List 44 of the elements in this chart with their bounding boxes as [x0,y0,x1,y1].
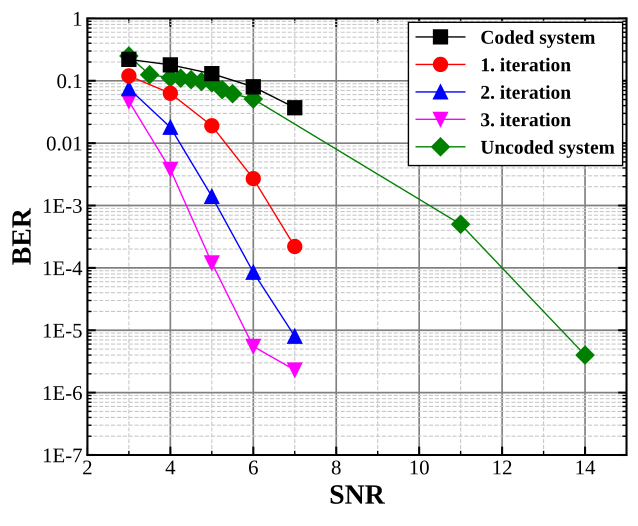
point [287,238,302,254]
y-tick-label: 1E-3 [44,198,82,213]
x-tick-label: 6 [248,460,258,475]
point [140,65,160,84]
y-axis-title: BER [12,208,31,265]
point [223,84,242,104]
point [162,86,178,101]
x-tick-label: 4 [166,460,176,474]
point [287,100,302,116]
legend-label: 2. iteration [481,85,571,99]
point [162,162,178,177]
point [162,57,178,72]
point [576,346,595,365]
point [204,66,220,82]
point [246,338,261,354]
point [204,118,220,134]
point [246,170,261,186]
y-tick-label: 1 [74,12,82,26]
legend-label: 1. iteration [482,58,571,72]
y-tick-label: 0.01 [46,136,82,151]
point [204,255,220,271]
x-tick-label: 2 [83,460,92,474]
point [246,264,261,280]
x-axis-title: SNR [330,485,385,504]
point [287,362,302,378]
x-tick-label: 14 [576,460,596,474]
legend-label: Coded system [481,30,596,48]
y-tick-label: 0.1 [57,74,82,88]
y-tick-label: 1E-6 [44,386,82,400]
y-tick-label: 1E-5 [44,324,82,338]
y-tick-label: 1E-4 [44,261,82,276]
point [121,52,137,68]
x-tick-label: 10 [410,460,429,475]
legend-label: Uncoded system [480,140,615,158]
x-tick-label: 12 [494,460,512,474]
point [121,68,137,84]
point [204,188,220,204]
y-tick-label: 1E-7 [44,448,82,462]
point [451,214,470,234]
point [287,328,302,344]
legend-label: 3. iteration [481,112,571,126]
x-tick-label: 8 [332,460,341,475]
point [162,120,178,135]
point [246,79,261,94]
